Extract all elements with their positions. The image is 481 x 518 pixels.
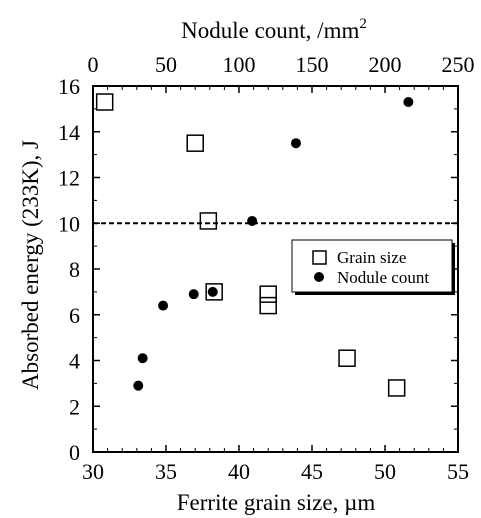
x-axis-title: Ferrite grain size, µm: [177, 490, 376, 515]
grain-size-point: [387, 379, 406, 397]
grain-size-point: [205, 283, 223, 301]
legend-circle-marker: [314, 272, 324, 282]
legend-square-marker: [312, 250, 327, 265]
y-tick-label: 16: [58, 74, 80, 99]
x-tick-label: 50: [374, 459, 396, 484]
data-marks: [95, 93, 414, 397]
legend: Grain size Nodule count: [291, 239, 455, 295]
tick-labels: 30 35 40 45 50 55 0 50 100 150 200 250 0 2 4 6 8 10 12 14 16: [58, 52, 475, 484]
nodule-count-point: [133, 380, 144, 391]
y-tick-label: 0: [69, 440, 80, 465]
x-tick-label: 35: [155, 459, 177, 484]
x2-tick-label: 100: [223, 52, 256, 77]
x2-tick-label: 250: [442, 52, 475, 77]
nodule-count-point: [207, 286, 218, 297]
grain-size-point: [338, 349, 356, 367]
y-tick-label: 2: [69, 394, 80, 419]
grain-size-point: [199, 212, 218, 230]
nodule-count-point: [137, 353, 148, 364]
y-tick-label: 8: [69, 257, 80, 282]
x2-axis-title-main: Nodule count, /mm: [181, 18, 359, 43]
x2-tick-label: 200: [369, 52, 402, 77]
x2-axis-title: Nodule count, /mm2: [181, 16, 367, 43]
nodule-count-point: [290, 138, 301, 149]
x-tick-label: 55: [447, 459, 469, 484]
grain-size-point: [95, 93, 114, 111]
x2-tick-label: 150: [296, 52, 329, 77]
nodule-count-point: [158, 300, 169, 311]
x-tick-label: 45: [301, 459, 323, 484]
grain-size-point: [259, 285, 277, 303]
legend-label-grain-size: Grain size: [337, 248, 406, 267]
x2-tick-label: 0: [88, 52, 99, 77]
y-axis-title: Absorbed energy (233K), J: [18, 140, 43, 390]
nodule-count-point: [247, 215, 258, 226]
nodule-count-point: [188, 289, 199, 300]
y-tick-label: 4: [69, 349, 80, 374]
legend-label-nodule-count: Nodule count: [337, 268, 429, 287]
x-tick-label: 30: [82, 459, 104, 484]
x-tick-label: 40: [228, 459, 250, 484]
legend-box: [291, 239, 453, 293]
x2-axis-title-superscript: 2: [359, 16, 367, 32]
y-tick-label: 10: [58, 211, 80, 236]
y-tick-label: 12: [58, 166, 80, 191]
x2-tick-label: 50: [155, 52, 177, 77]
tick-marks: [92, 85, 459, 453]
y-tick-label: 14: [58, 120, 80, 145]
grain-size-point: [259, 296, 277, 315]
grain-size-point: [186, 134, 204, 152]
nodule-count-point: [403, 97, 414, 108]
y-tick-label: 6: [69, 303, 80, 328]
